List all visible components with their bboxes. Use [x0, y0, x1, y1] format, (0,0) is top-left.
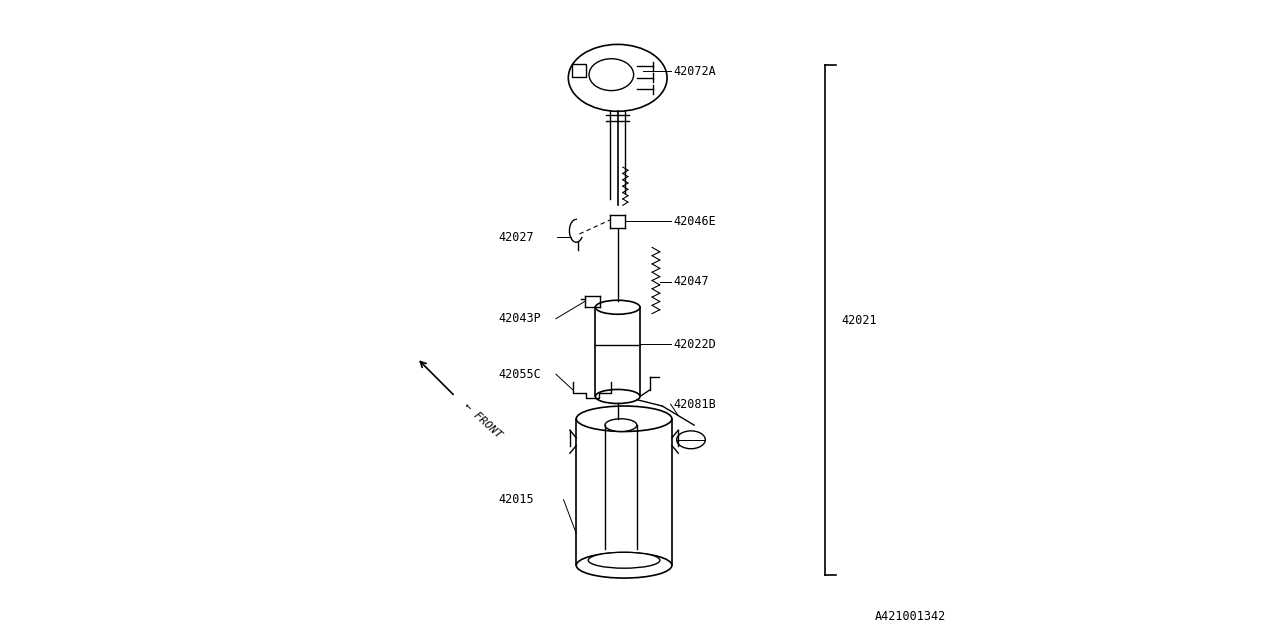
Text: 42015: 42015 — [498, 493, 534, 506]
Ellipse shape — [595, 300, 640, 314]
Ellipse shape — [576, 406, 672, 431]
Text: 42072A: 42072A — [673, 65, 716, 78]
Text: 42027: 42027 — [498, 230, 534, 244]
Text: 42043P: 42043P — [498, 312, 541, 325]
Text: 42022D: 42022D — [673, 338, 716, 351]
Ellipse shape — [595, 390, 640, 403]
Ellipse shape — [589, 552, 660, 568]
Text: 42055C: 42055C — [498, 367, 541, 381]
Text: 42046E: 42046E — [673, 215, 716, 228]
Text: ← FRONT: ← FRONT — [462, 401, 503, 440]
Text: 42047: 42047 — [673, 275, 709, 288]
Text: A421001342: A421001342 — [874, 610, 946, 623]
Text: 42081B: 42081B — [673, 397, 716, 411]
Ellipse shape — [576, 552, 672, 578]
Ellipse shape — [677, 431, 705, 449]
Ellipse shape — [605, 419, 637, 431]
Text: 42021: 42021 — [841, 314, 877, 326]
